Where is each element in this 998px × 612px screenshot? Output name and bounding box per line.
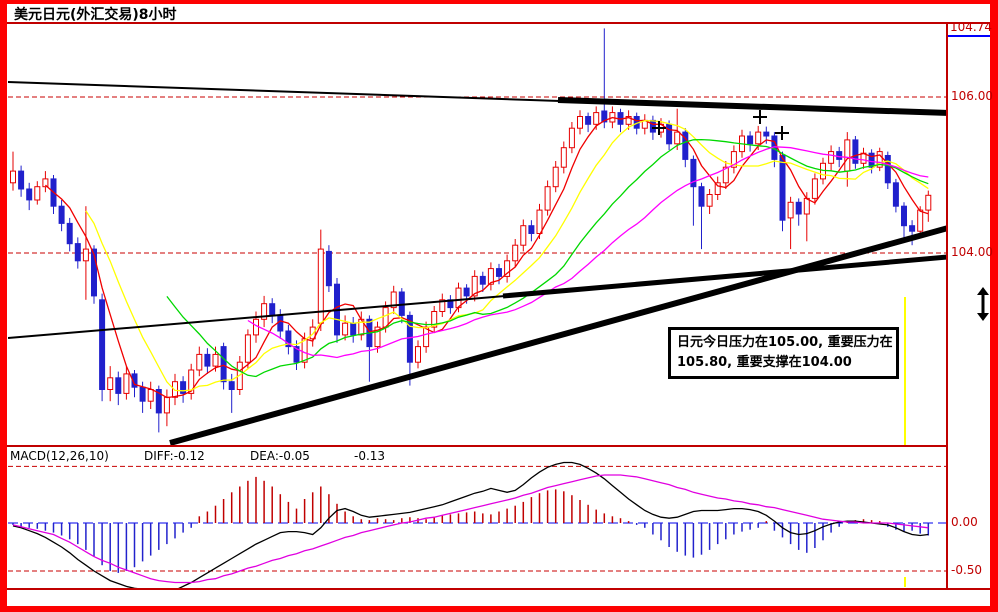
price-gridline-label-1: 104.00 — [951, 245, 993, 259]
macd-hist-value: -0.13 — [354, 449, 386, 463]
chart-title: 美元日元(外汇交易)8小时 — [14, 7, 177, 23]
annotation-box[interactable]: 日元今日压力在105.00, 重要压力在 105.80, 重要支撑在104.00 — [668, 327, 899, 379]
annotation-line-2: 105.80, 重要支撑在104.00 — [677, 355, 852, 370]
last-price-label: 104.74 — [950, 20, 992, 34]
macd-gridline-label-0: 0.00 — [951, 515, 978, 529]
macd-dea-value: DEA:-0.05 — [250, 449, 310, 463]
macd-indicator-label[interactable]: MACD(12,26,10) — [10, 449, 109, 463]
annotation-line-1: 日元今日压力在105.00, 重要压力在 — [677, 335, 893, 350]
updown-arrow-icon[interactable] — [974, 286, 992, 326]
price-gridline-label-0: 106.00 — [951, 89, 993, 103]
macd-gridline-label-1: -0.50 — [951, 563, 983, 577]
macd-diff-value: DIFF:-0.12 — [144, 449, 205, 463]
